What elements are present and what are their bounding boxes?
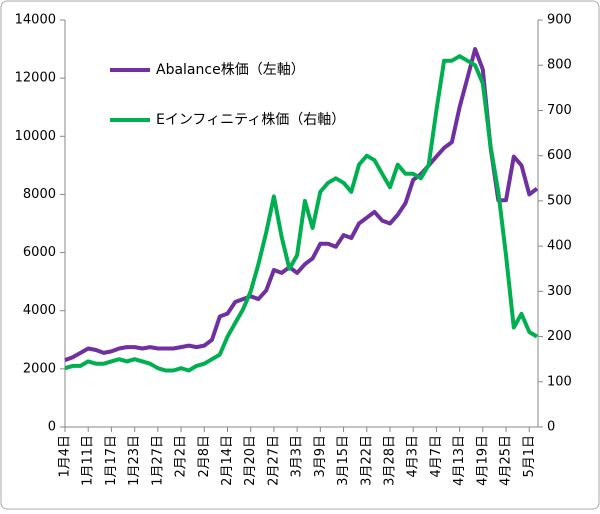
- x-tick-label: 4月13日: [452, 435, 467, 486]
- x-tick-label: 3月22日: [359, 435, 374, 486]
- x-tick-label: 4月3日: [406, 435, 421, 478]
- y2-tick-label: 900: [547, 13, 572, 28]
- y2-tick-label: 200: [547, 329, 572, 344]
- x-tick-label: 1月17日: [104, 435, 119, 486]
- x-tick-label: 4月19日: [475, 435, 490, 486]
- x-tick-label: 4月25日: [499, 435, 514, 486]
- y-tick-label: 12000: [15, 71, 56, 86]
- y2-tick-label: 800: [547, 58, 572, 73]
- x-tick-label: 1月27日: [150, 435, 165, 486]
- x-tick-label: 2月27日: [266, 435, 281, 486]
- legend-label: Eインフィニティ株価（右軸）: [156, 112, 345, 128]
- y-tick-label: 14000: [15, 13, 56, 28]
- x-tick-label: 5月1日: [522, 435, 537, 478]
- x-tick-label: 1月11日: [81, 435, 96, 486]
- x-tick-label: 3月3日: [290, 435, 305, 478]
- series-line: [64, 47, 539, 362]
- y2-tick-label: 300: [547, 284, 572, 299]
- x-tick-label: 3月28日: [382, 435, 397, 486]
- y2-tick-label: 600: [547, 148, 572, 163]
- x-tick-label: 3月9日: [313, 435, 328, 478]
- x-tick-label: 2月2日: [174, 435, 189, 478]
- y2-tick-label: 100: [547, 374, 572, 389]
- y-tick-label: 6000: [23, 245, 56, 260]
- y2-tick-label: 700: [547, 103, 572, 118]
- x-tick-label: 3月15日: [336, 435, 351, 486]
- series-line: [64, 54, 539, 373]
- y-tick-label: 0: [48, 420, 56, 435]
- x-tick-label: 2月8日: [197, 435, 212, 478]
- legend-label: Abalance株価（左軸）: [156, 62, 305, 78]
- y2-tick-label: 0: [547, 420, 555, 435]
- x-tick-label: 2月20日: [243, 435, 258, 486]
- y2-tick-label: 500: [547, 193, 572, 208]
- x-tick-label: 1月4日: [58, 435, 73, 478]
- x-tick-label: 1月23日: [127, 435, 142, 486]
- y-tick-label: 10000: [15, 129, 56, 144]
- x-tick-label: 2月14日: [220, 435, 235, 486]
- x-tick-label: 4月7日: [429, 435, 444, 478]
- y-tick-label: 8000: [23, 187, 56, 202]
- y-tick-label: 2000: [23, 361, 56, 376]
- y2-tick-label: 400: [547, 239, 572, 254]
- y-tick-label: 4000: [23, 303, 56, 318]
